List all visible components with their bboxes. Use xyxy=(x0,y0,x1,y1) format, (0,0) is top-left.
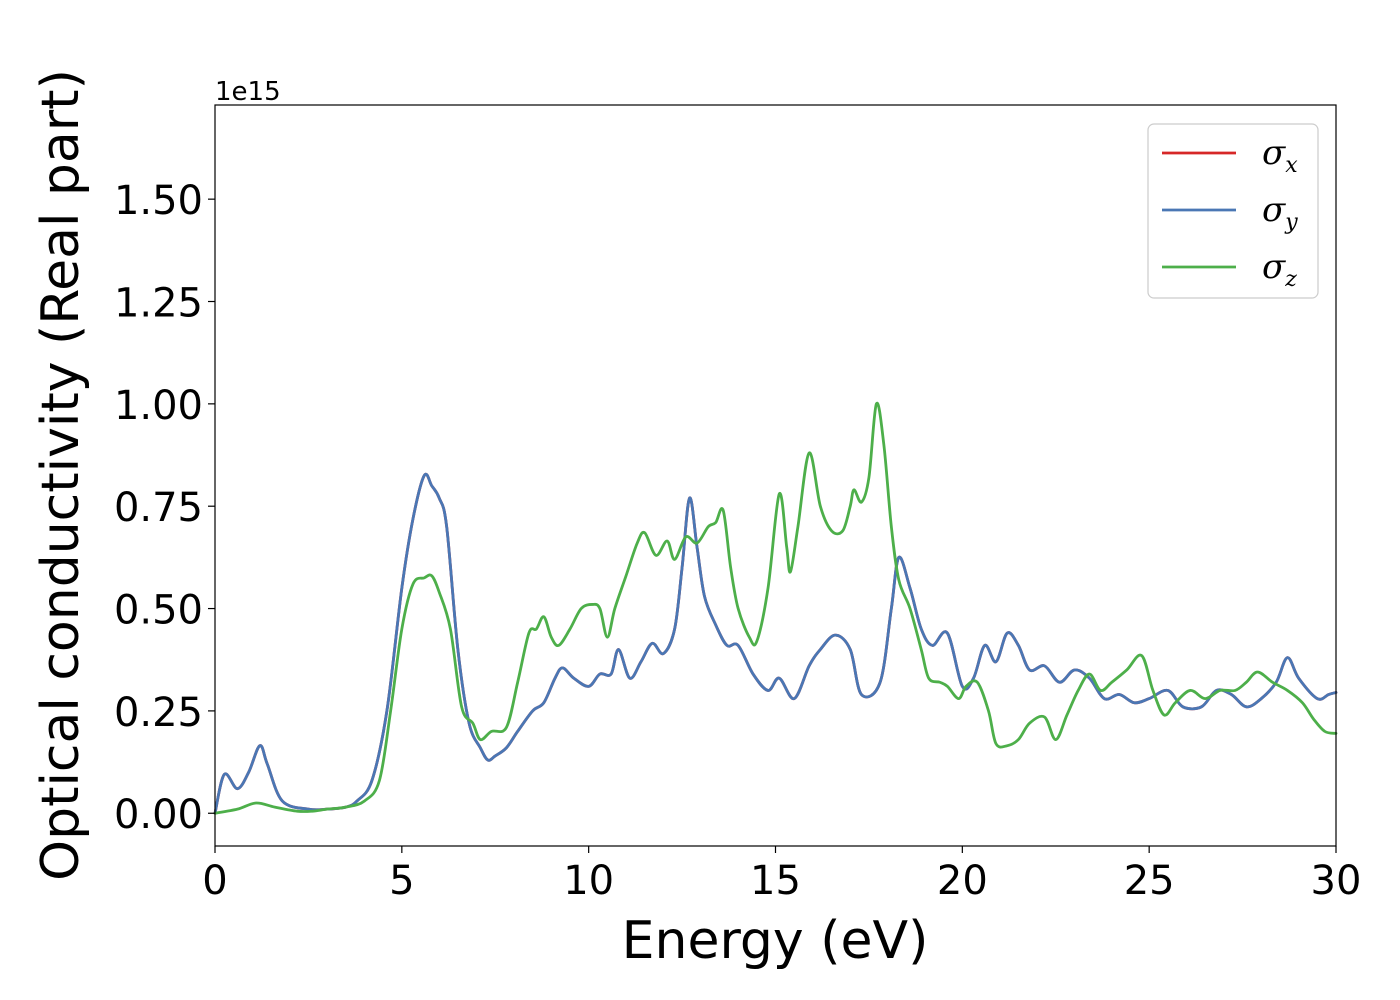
series-lines xyxy=(213,401,1338,815)
legend-label-x: σx xyxy=(1262,133,1298,178)
x-tick-label: 30 xyxy=(1311,858,1362,904)
series-line-z xyxy=(213,401,1338,815)
y-axis-label: Optical conductivity (Real part) xyxy=(31,69,91,881)
y-tick-label: 1.50 xyxy=(114,178,203,224)
y-tick-label: 0.50 xyxy=(114,588,203,634)
x-tick-label: 5 xyxy=(389,858,414,904)
legend-label-y: σy xyxy=(1262,190,1298,235)
plot-area-frame xyxy=(214,104,1337,847)
x-tick-label: 25 xyxy=(1124,858,1175,904)
y-tick-label: 1.25 xyxy=(114,281,203,327)
x-tick-label: 20 xyxy=(937,858,988,904)
x-axis-label: Energy (eV) xyxy=(622,911,929,971)
x-tick-label: 10 xyxy=(563,858,614,904)
x-tick-label: 0 xyxy=(202,858,227,904)
series-line-y xyxy=(213,472,1338,815)
axis-ticks: 0 5 10 15 20 25 30 0.00 0.25 0.50 0.75 1.00 1.25 1.50 xyxy=(114,178,1362,904)
y-offset-label: 1e15 xyxy=(215,77,281,107)
x-tick-label: 15 xyxy=(750,858,801,904)
y-tick-label: 0.25 xyxy=(114,690,203,736)
legend: σx σy σz xyxy=(1147,123,1319,299)
y-tick-label: 1.00 xyxy=(114,383,203,429)
y-tick-label: 0.00 xyxy=(114,792,203,838)
y-tick-label: 0.75 xyxy=(114,485,203,531)
legend-label-z: σz xyxy=(1262,247,1297,292)
